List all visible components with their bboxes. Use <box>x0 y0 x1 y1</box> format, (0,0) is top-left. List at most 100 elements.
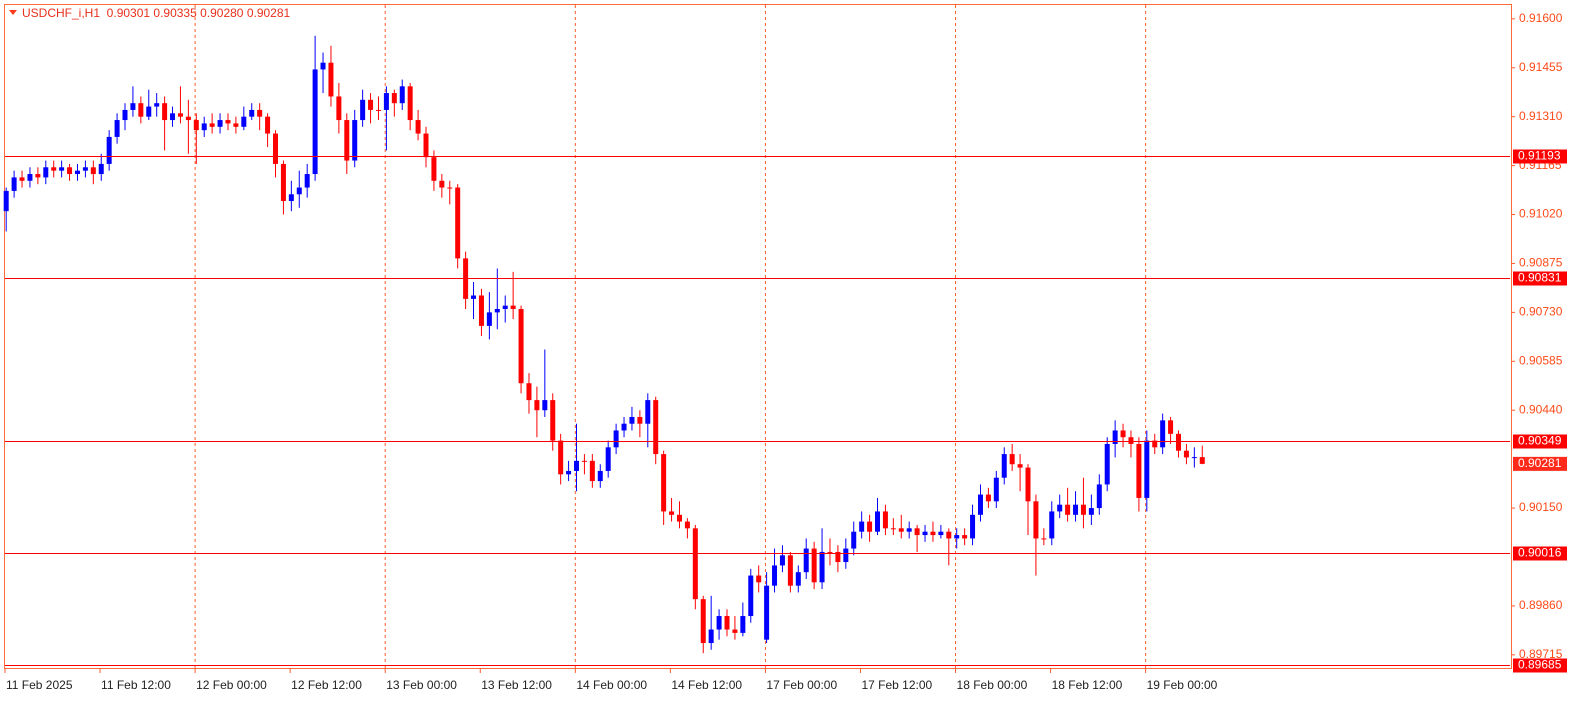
x-tick-label: 17 Feb 12:00 <box>861 678 932 692</box>
candle-body <box>811 548 817 583</box>
candle-body <box>922 531 928 536</box>
candle-body <box>843 548 849 563</box>
candle-body <box>399 86 405 104</box>
candle-body <box>684 521 690 529</box>
candle-body <box>692 528 698 600</box>
y-tick-label: 0.91020 <box>1519 207 1563 221</box>
candle-body <box>360 99 366 121</box>
candle-body <box>835 551 841 563</box>
candle-body <box>890 528 896 530</box>
candle-body <box>233 123 239 127</box>
candle-body <box>328 62 334 97</box>
candle-body <box>407 86 413 121</box>
candle-body <box>391 93 397 104</box>
level-label-box <box>1513 546 1567 561</box>
candle-body <box>35 174 41 178</box>
price-label-box <box>1513 456 1567 471</box>
candle-body <box>1041 538 1047 540</box>
candle-body <box>344 120 350 161</box>
candle-body <box>478 295 484 326</box>
candle-body <box>882 511 888 529</box>
candle-body <box>1017 464 1023 468</box>
candle-body <box>700 599 706 644</box>
candle-body <box>827 551 833 553</box>
candle-body <box>170 113 176 121</box>
candle-body <box>312 69 318 175</box>
y-tick-label: 0.91310 <box>1519 109 1563 123</box>
x-tick-label: 11 Feb 2025 <box>6 678 73 692</box>
candle-body <box>589 460 595 482</box>
x-tick-label: 14 Feb 00:00 <box>576 678 647 692</box>
candle-body <box>336 96 342 121</box>
candle-body <box>177 113 183 117</box>
candle-body <box>558 440 564 475</box>
candle-body <box>1033 501 1039 539</box>
price-label: 0.90281 <box>1518 456 1562 470</box>
candle-body <box>645 400 651 424</box>
candle-body <box>1136 443 1142 498</box>
candle-body <box>375 109 381 111</box>
candle-body <box>471 295 477 299</box>
candle-body <box>43 167 49 178</box>
candle-body <box>1080 504 1086 515</box>
candle-body <box>106 136 112 164</box>
candle-body <box>859 521 865 532</box>
candle-body <box>1096 484 1102 509</box>
candle-body <box>304 174 310 188</box>
candle-body <box>225 120 231 124</box>
candle-body <box>90 167 96 175</box>
candle-body <box>1112 430 1118 444</box>
x-tick-label: 12 Feb 12:00 <box>291 678 362 692</box>
candle-body <box>550 400 556 441</box>
candle-body <box>185 116 191 121</box>
candle-body <box>11 177 17 191</box>
candle-body <box>574 460 580 471</box>
candle-body <box>67 167 73 175</box>
candle-body <box>383 93 389 110</box>
candle-body <box>803 548 809 573</box>
candle-body <box>19 177 25 181</box>
candle-body <box>724 616 730 630</box>
candle-body <box>914 528 920 536</box>
x-tick-label: 19 Feb 00:00 <box>1147 678 1218 692</box>
candle-body <box>249 109 255 117</box>
candle-body <box>1144 440 1150 498</box>
chart-title: USDCHF_i,H1 0.90301 0.90335 0.90280 0.90… <box>22 6 291 20</box>
candle-body <box>676 514 682 522</box>
x-tick-label: 18 Feb 00:00 <box>957 678 1028 692</box>
candle-body <box>352 120 358 161</box>
candle-body <box>518 309 524 384</box>
candle-body <box>597 470 603 482</box>
candle-body <box>875 511 881 532</box>
level-label: 0.91193 <box>1518 149 1561 163</box>
x-tick-label: 18 Feb 12:00 <box>1052 678 1123 692</box>
candle-body <box>954 535 960 539</box>
candle-body <box>296 187 302 195</box>
level-label: 0.90016 <box>1518 546 1562 560</box>
candle-body <box>938 531 944 536</box>
candle-body <box>1049 511 1055 539</box>
title-marker <box>9 10 17 15</box>
candle-body <box>439 180 445 188</box>
level-label-box <box>1513 149 1567 164</box>
y-tick-label: 0.91455 <box>1519 60 1563 74</box>
level-label: 0.89685 <box>1518 658 1562 672</box>
candle-body <box>898 528 904 532</box>
y-tick-label: 0.89860 <box>1519 598 1563 612</box>
candle-body <box>1025 467 1031 502</box>
x-tick-label: 12 Feb 00:00 <box>196 678 267 692</box>
level-label-box <box>1513 271 1567 286</box>
candle-body <box>1199 457 1205 464</box>
candle-body <box>946 531 952 539</box>
candle-body <box>1001 454 1007 478</box>
candle-body <box>201 123 207 131</box>
level-label: 0.90831 <box>1518 271 1562 285</box>
y-tick-label: 0.90440 <box>1519 402 1563 416</box>
candle-body <box>977 494 983 515</box>
candle-body <box>669 511 675 515</box>
candle-body <box>581 460 587 462</box>
candle-body <box>526 383 532 401</box>
candle-body <box>1168 420 1174 434</box>
candle-body <box>486 312 492 326</box>
